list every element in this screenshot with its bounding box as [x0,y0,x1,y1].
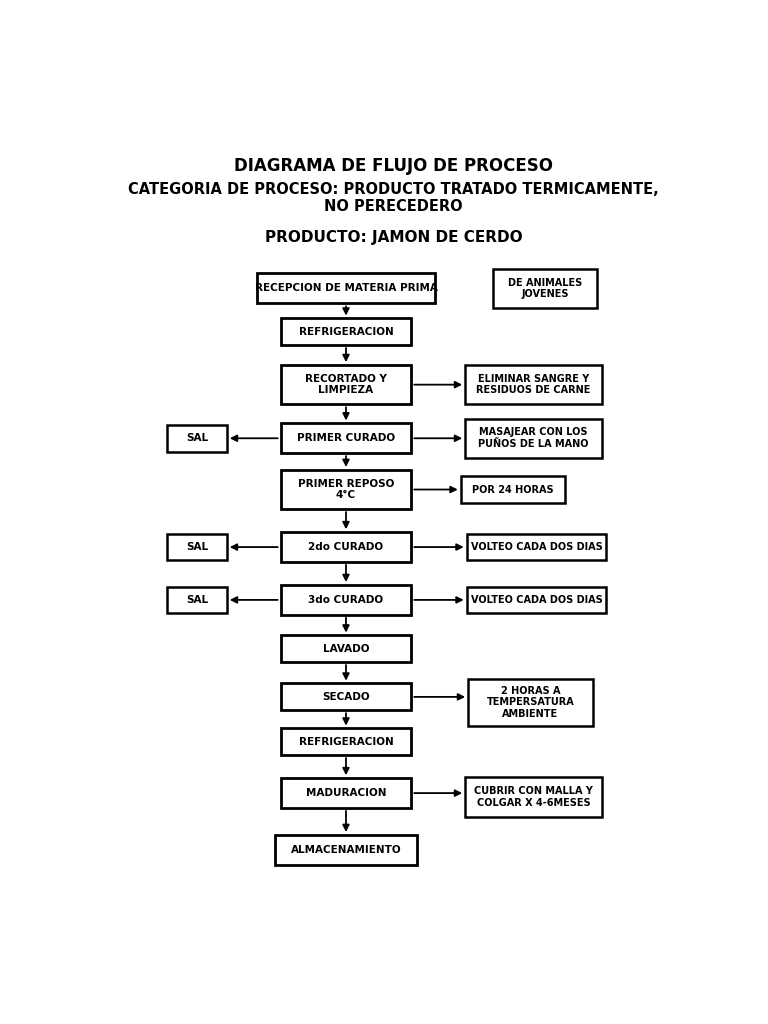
Text: REFRIGERACION: REFRIGERACION [299,737,393,746]
FancyBboxPatch shape [280,532,412,562]
FancyBboxPatch shape [257,273,435,303]
Text: ALMACENAMIENTO: ALMACENAMIENTO [290,845,402,855]
Text: SAL: SAL [186,433,208,443]
Text: DE ANIMALES
JOVENES: DE ANIMALES JOVENES [508,278,582,299]
FancyBboxPatch shape [466,587,607,613]
Text: DIAGRAMA DE FLUJO DE PROCESO: DIAGRAMA DE FLUJO DE PROCESO [234,158,553,175]
FancyBboxPatch shape [465,777,602,817]
Text: MASAJEAR CON LOS
PUÑOS DE LA MANO: MASAJEAR CON LOS PUÑOS DE LA MANO [478,427,589,450]
Text: SAL: SAL [186,595,208,605]
Text: MADURACION: MADURACION [306,788,386,798]
FancyBboxPatch shape [465,365,602,404]
Text: PRODUCTO: JAMON DE CERDO: PRODUCTO: JAMON DE CERDO [265,229,522,245]
FancyBboxPatch shape [167,534,227,560]
FancyBboxPatch shape [280,423,412,454]
Text: REFRIGERACION: REFRIGERACION [299,327,393,337]
FancyBboxPatch shape [461,476,564,503]
FancyBboxPatch shape [280,585,412,614]
Text: 2do CURADO: 2do CURADO [309,542,383,552]
Text: POR 24 HORAS: POR 24 HORAS [472,484,554,495]
Text: 3do CURADO: 3do CURADO [309,595,383,605]
FancyBboxPatch shape [280,318,412,345]
Text: PRIMER CURADO: PRIMER CURADO [297,433,395,443]
Text: CUBRIR CON MALLA Y
COLGAR X 4-6MESES: CUBRIR CON MALLA Y COLGAR X 4-6MESES [474,786,593,808]
FancyBboxPatch shape [466,534,607,560]
FancyBboxPatch shape [280,728,412,756]
Text: VOLTEO CADA DOS DIAS: VOLTEO CADA DOS DIAS [471,595,602,605]
FancyBboxPatch shape [465,419,602,458]
FancyBboxPatch shape [167,587,227,613]
FancyBboxPatch shape [280,365,412,404]
FancyBboxPatch shape [280,778,412,808]
Text: ELIMINAR SANGRE Y
RESIDUOS DE CARNE: ELIMINAR SANGRE Y RESIDUOS DE CARNE [476,374,591,395]
FancyBboxPatch shape [280,470,412,509]
FancyBboxPatch shape [167,425,227,452]
Text: PRIMER REPOSO
4°C: PRIMER REPOSO 4°C [298,479,394,501]
Text: 2 HORAS A
TEMPERSATURA
AMBIENTE: 2 HORAS A TEMPERSATURA AMBIENTE [487,686,574,719]
Text: SECADO: SECADO [322,692,370,701]
Text: RECEPCION DE MATERIA PRIMA: RECEPCION DE MATERIA PRIMA [254,284,438,294]
Text: VOLTEO CADA DOS DIAS: VOLTEO CADA DOS DIAS [471,542,602,552]
Text: SAL: SAL [186,542,208,552]
FancyBboxPatch shape [280,683,412,711]
Text: RECORTADO Y
LIMPIEZA: RECORTADO Y LIMPIEZA [305,374,387,395]
FancyBboxPatch shape [468,679,593,726]
FancyBboxPatch shape [493,268,598,308]
FancyBboxPatch shape [280,635,412,663]
Text: CATEGORIA DE PROCESO: PRODUCTO TRATADO TERMICAMENTE,
NO PERECEDERO: CATEGORIA DE PROCESO: PRODUCTO TRATADO T… [128,181,659,214]
FancyBboxPatch shape [275,835,418,865]
Text: LAVADO: LAVADO [323,644,369,653]
